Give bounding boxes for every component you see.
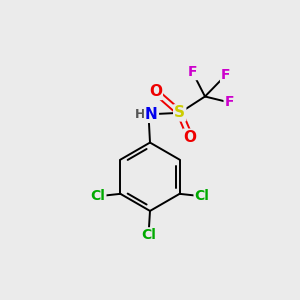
Text: Cl: Cl (195, 189, 209, 203)
Text: O: O (149, 84, 162, 99)
Text: F: F (188, 65, 197, 79)
Text: S: S (174, 105, 185, 120)
Text: F: F (225, 95, 234, 110)
Text: Cl: Cl (91, 189, 105, 203)
Text: F: F (221, 68, 230, 82)
Text: N: N (145, 107, 158, 122)
Text: Cl: Cl (141, 228, 156, 242)
Text: H: H (134, 108, 145, 121)
Text: O: O (184, 130, 196, 145)
